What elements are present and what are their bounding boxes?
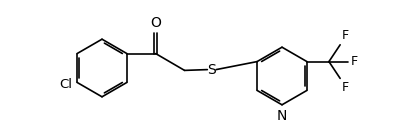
Text: O: O (150, 16, 161, 30)
Text: F: F (350, 55, 357, 68)
Text: Cl: Cl (59, 78, 72, 91)
Text: F: F (341, 29, 348, 42)
Text: F: F (341, 81, 348, 94)
Text: S: S (207, 63, 216, 77)
Text: N: N (276, 109, 286, 123)
